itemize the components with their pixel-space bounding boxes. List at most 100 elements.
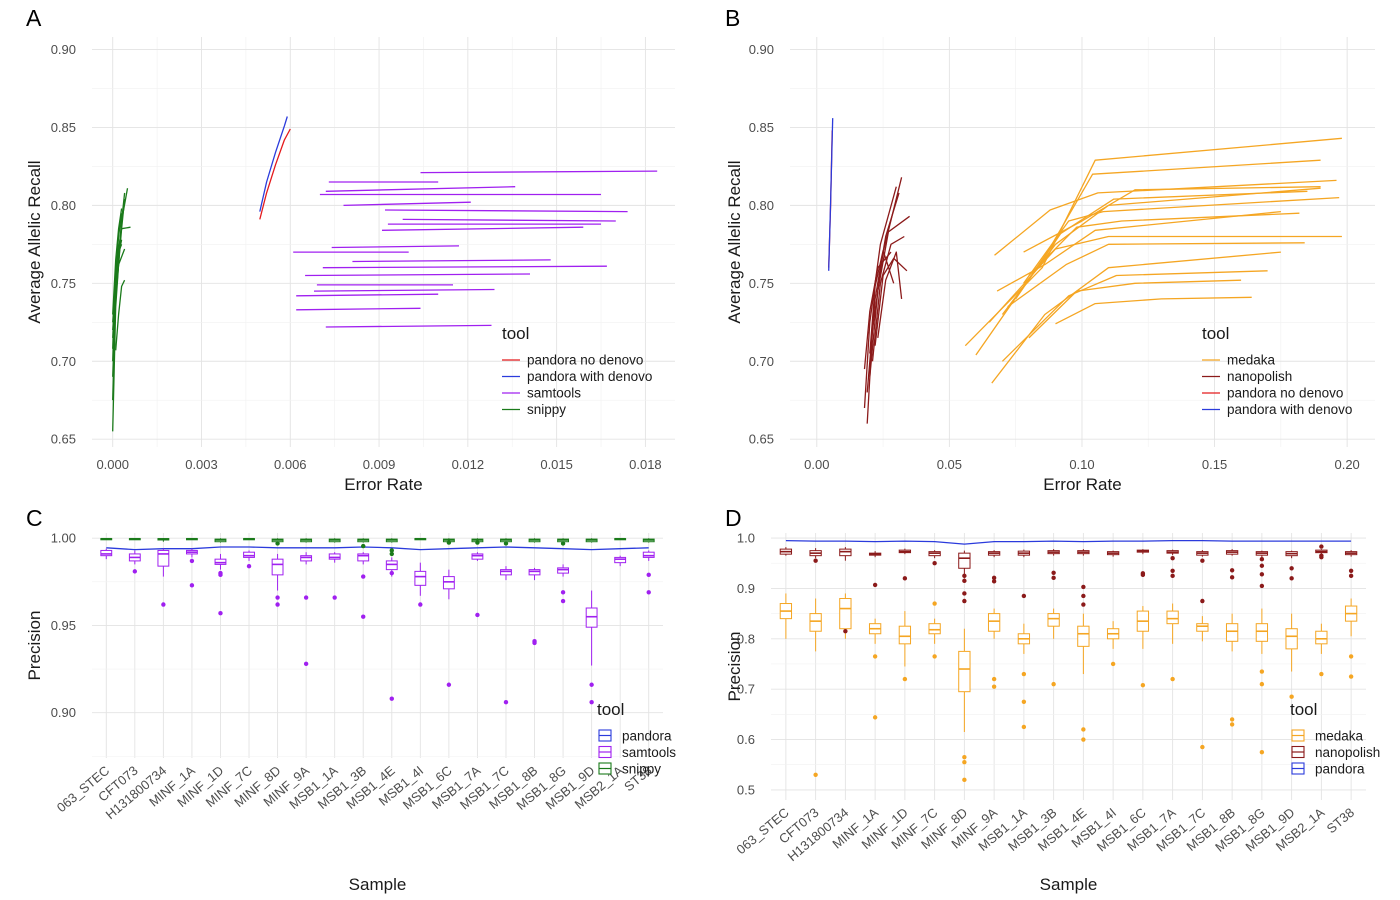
series-nanopolish	[779, 544, 1358, 634]
box	[414, 537, 427, 541]
box-body	[585, 607, 598, 628]
x-tick-label: 0.15	[1202, 457, 1227, 472]
box	[1196, 616, 1209, 642]
y-tick-label: 0.80	[749, 198, 774, 213]
outlier-point	[1200, 598, 1205, 604]
x-tick-label: 0.006	[274, 457, 307, 472]
box	[1077, 613, 1090, 675]
y-tick-label: 0.75	[51, 276, 76, 291]
outlier-point	[1081, 602, 1086, 607]
outlier-point	[872, 582, 878, 588]
box-body	[414, 570, 427, 586]
y-axis-title: Precision	[725, 632, 744, 702]
box	[1106, 621, 1120, 649]
outlier-point	[932, 601, 937, 606]
box	[328, 552, 341, 563]
legend-label: snippy	[622, 762, 661, 777]
box	[500, 566, 512, 581]
outlier-point	[1140, 572, 1146, 578]
legend-label: pandora with denovo	[1227, 402, 1352, 417]
outlier-point	[991, 684, 997, 689]
legend-label: samtools	[527, 386, 581, 401]
box	[157, 548, 170, 577]
series-line	[402, 218, 616, 222]
box	[928, 550, 941, 559]
legend-label: pandora no denovo	[1227, 386, 1343, 401]
outlier-point	[389, 696, 394, 701]
outlier-point	[1170, 568, 1175, 573]
series-samtools	[293, 170, 658, 328]
box	[271, 553, 284, 591]
outlier-point	[902, 676, 908, 682]
y-tick-label: 0.90	[51, 705, 76, 720]
outlier-point	[218, 570, 223, 576]
box	[928, 618, 941, 644]
series-line	[325, 186, 516, 192]
outlier-point	[1051, 570, 1056, 575]
series-line	[988, 235, 1342, 323]
outlier-point	[872, 715, 878, 720]
outlier-point	[932, 561, 937, 566]
x-tick-label: 0.10	[1069, 457, 1094, 472]
series-pandora	[106, 546, 649, 551]
outlier-point	[962, 578, 967, 584]
x-tick-label: 0.000	[96, 457, 129, 472]
outlier-point	[962, 754, 967, 760]
outlier-point	[560, 598, 566, 604]
outlier-point	[1021, 593, 1027, 599]
box-body	[1077, 625, 1090, 647]
box	[1315, 549, 1328, 555]
box-body	[471, 553, 484, 560]
outlier-point	[962, 777, 967, 783]
outlier-point	[1170, 573, 1175, 579]
box	[186, 537, 198, 541]
series-line	[322, 265, 607, 269]
outlier-point	[1081, 737, 1086, 742]
box	[1315, 623, 1328, 654]
outlier-point	[275, 595, 280, 600]
series-line	[420, 170, 658, 174]
y-tick-label: 0.65	[749, 432, 774, 447]
outlier-point	[189, 583, 195, 588]
series-line	[296, 307, 421, 311]
box	[1285, 613, 1298, 672]
outlier-point	[1051, 575, 1056, 581]
box	[1017, 623, 1031, 654]
box-body	[1225, 623, 1239, 642]
x-axis-title: Error Rate	[344, 475, 422, 494]
outlier-point	[1348, 654, 1354, 659]
series-pandora	[785, 539, 1352, 545]
series-line	[1007, 242, 1305, 308]
x-tick-label: 0.05	[937, 457, 962, 472]
box-body	[100, 549, 113, 557]
legend-label: pandora	[1315, 762, 1365, 777]
box	[1136, 606, 1150, 649]
series-line	[381, 226, 584, 231]
outlier-point	[902, 576, 908, 581]
box	[385, 538, 398, 543]
box	[1344, 550, 1358, 557]
y-axis-title: Precision	[25, 611, 44, 681]
box	[1166, 603, 1179, 644]
y-tick-label: 0.90	[51, 42, 76, 57]
x-axis-title: Error Rate	[1043, 475, 1121, 494]
y-tick-label: 0.90	[749, 42, 774, 57]
series-line	[1023, 196, 1340, 284]
box-body	[357, 553, 370, 562]
box	[898, 548, 912, 555]
y-axis-title: Average Allelic Recall	[725, 160, 744, 323]
legend-title: tool	[502, 324, 529, 343]
box	[839, 593, 852, 639]
box-body	[328, 553, 341, 560]
box	[642, 538, 655, 543]
outlier-point	[475, 612, 480, 618]
series-line	[863, 251, 892, 370]
legend-title: tool	[1290, 700, 1317, 719]
series-line	[877, 251, 903, 338]
series-line	[112, 244, 123, 323]
outlier-point	[132, 569, 138, 574]
box	[958, 550, 971, 579]
outlier-point	[389, 551, 394, 557]
box	[1255, 550, 1269, 558]
